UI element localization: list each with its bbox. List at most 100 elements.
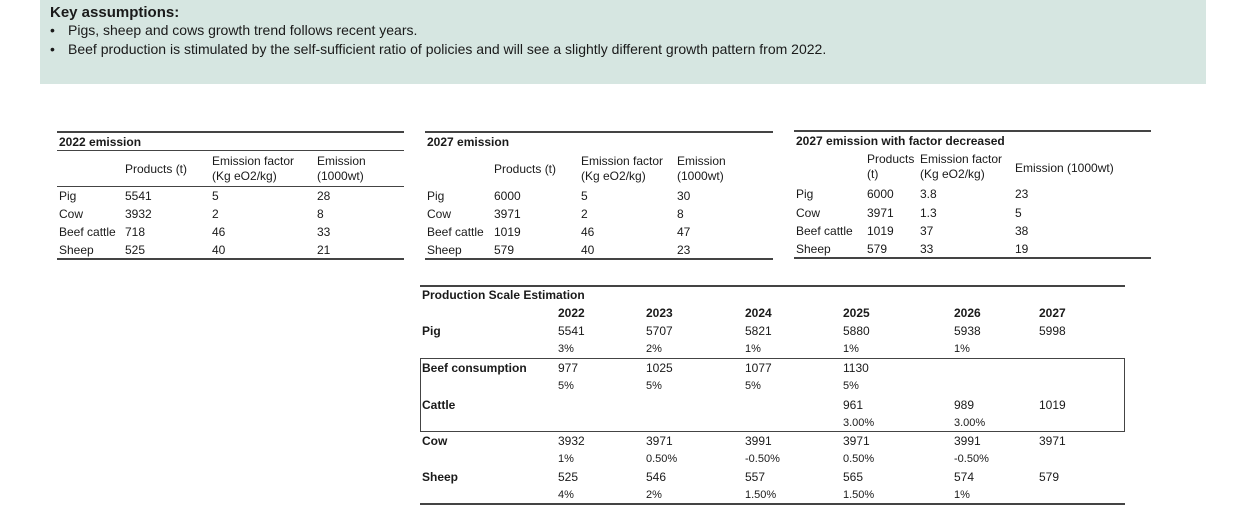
emission-value: 33 (317, 225, 331, 239)
value-cell: 565 (843, 470, 864, 484)
row-label-cow: Cow (422, 434, 448, 448)
emission-table-2027-decreased: 2027 emission with factor decreased Prod… (794, 130, 1151, 260)
production-title: Production Scale Estimation (422, 288, 585, 302)
row-label: Pig (796, 187, 814, 201)
products-value: 579 (867, 242, 888, 256)
year-header: 2024 (745, 306, 772, 320)
emission-table-2022: 2022 emission Products (t) Emission fact… (57, 131, 404, 260)
value-cell: 989 (954, 398, 975, 412)
value-cell: 5821 (745, 324, 772, 338)
assumption-bullet-1: • Pigs, sheep and cows growth trend follo… (50, 22, 418, 38)
products-value: 3932 (125, 207, 152, 221)
table-title: 2022 emission (59, 135, 142, 149)
pct-cell: 4% (558, 489, 574, 501)
emission-value: 47 (677, 225, 691, 239)
products-value: 1019 (494, 225, 521, 239)
pct-cell: 5% (745, 380, 761, 392)
emission-value: 8 (317, 207, 324, 221)
emission-value: 5 (1015, 206, 1022, 220)
row-label: Pig (427, 189, 445, 203)
col-header-emission: Emission (1000wt) (317, 154, 366, 183)
products-value: 525 (125, 243, 146, 257)
value-cell: 574 (954, 470, 975, 484)
emission-value: 28 (317, 189, 331, 203)
emission-table-2027: 2027 emission Products (t) Emission fact… (425, 131, 773, 260)
value-cell: 3971 (646, 434, 673, 448)
emission-value: 21 (317, 243, 331, 257)
year-header: 2027 (1039, 306, 1066, 320)
value-cell: 1130 (843, 361, 869, 375)
row-label: Beef cattle (796, 224, 853, 238)
emission-value: 23 (677, 243, 691, 257)
row-label-pig: Pig (422, 324, 441, 338)
pct-cell: 2% (646, 343, 662, 355)
value-cell: 1025 (646, 361, 673, 375)
value-cell: 961 (843, 398, 864, 412)
pct-cell: 1% (843, 343, 859, 355)
row-label: Cow (427, 207, 452, 221)
value-cell: 5707 (646, 324, 673, 338)
value-cell: 3932 (558, 434, 585, 448)
emission-value: 19 (1015, 242, 1029, 256)
pct-cell: 2% (646, 489, 662, 501)
products-value: 3971 (867, 206, 894, 220)
row-label: Sheep (59, 243, 94, 257)
factor-value: 3.8 (920, 187, 937, 201)
pct-cell: 1.50% (745, 489, 777, 501)
pct-cell: 1% (954, 489, 970, 501)
factor-value: 46 (581, 225, 595, 239)
value-cell: 977 (558, 361, 579, 375)
pct-cell: 0.50% (843, 453, 875, 465)
value-cell: 3991 (745, 434, 772, 448)
factor-value: 37 (920, 224, 934, 238)
assumption-bullet-2: • Beef production is stimulated by the se… (50, 41, 827, 57)
pct-cell: 3.00% (843, 417, 875, 429)
year-header: 2025 (843, 306, 870, 320)
assumptions-title: Key assumptions: (50, 4, 180, 21)
col-header-factor: Emission factor (Kg eO2/kg) (581, 154, 664, 183)
factor-value: 2 (581, 207, 588, 221)
col-header-products: Products (t) (867, 152, 915, 181)
row-label: Cow (59, 207, 84, 221)
row-label: Pig (59, 189, 77, 203)
emission-value: 30 (677, 189, 691, 203)
factor-value: 40 (581, 243, 595, 257)
row-label: Sheep (427, 243, 462, 257)
products-value: 5541 (125, 189, 152, 203)
pct-cell: -0.50% (745, 453, 780, 465)
row-label: Beef cattle (427, 225, 484, 239)
row-label-beef-consumption: Beef consumption (422, 361, 527, 375)
assumptions-panel: Key assumptions: • Pigs, sheep and cows g… (40, 0, 1206, 84)
row-label: Cow (796, 206, 821, 220)
pct-cell: 3.00% (954, 417, 986, 429)
products-value: 1019 (867, 224, 894, 238)
value-cell: 557 (745, 470, 766, 484)
table-title: 2027 emission (427, 135, 510, 149)
value-cell: 5938 (954, 324, 981, 338)
factor-value: 5 (212, 189, 219, 203)
value-cell: 525 (558, 470, 579, 484)
year-header: 2023 (646, 306, 673, 320)
emission-value: 38 (1015, 224, 1029, 238)
pct-cell: -0.50% (954, 453, 989, 465)
year-header: 2022 (558, 306, 585, 320)
col-header-emission: Emission (1000wt) (677, 154, 726, 183)
production-scale-table: Production Scale Estimation 2022 2023 20… (420, 285, 1125, 507)
pct-cell: 0.50% (646, 453, 678, 465)
year-header: 2026 (954, 306, 981, 320)
products-value: 6000 (867, 187, 894, 201)
value-cell: 5880 (843, 324, 870, 338)
pct-cell: 1.50% (843, 489, 875, 501)
value-cell: 5541 (558, 324, 585, 338)
pct-cell: 5% (558, 380, 574, 392)
row-label: Sheep (796, 242, 831, 256)
col-header-factor: Emission factor (Kg eO2/kg) (920, 152, 1003, 181)
factor-value: 1.3 (920, 206, 937, 220)
table-title: 2027 emission with factor decreased (796, 134, 1005, 148)
products-value: 718 (125, 225, 146, 239)
bullet-icon: • (50, 41, 55, 57)
pct-cell: 5% (646, 380, 662, 392)
emission-value: 23 (1015, 187, 1029, 201)
row-label-sheep: Sheep (422, 470, 459, 484)
col-header-factor: Emission factor (Kg eO2/kg) (212, 154, 295, 183)
